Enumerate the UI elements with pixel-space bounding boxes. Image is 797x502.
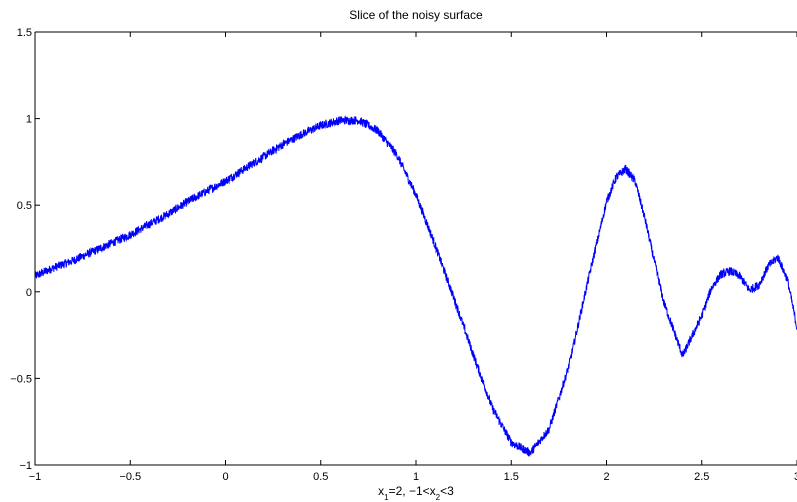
chart-title: Slice of the noisy surface: [349, 8, 483, 22]
x-axis-label: x1=2, −1<x2<3: [378, 484, 454, 502]
y-tick-label: 1: [26, 114, 32, 126]
x-tick-label: 3: [794, 471, 797, 483]
x-tick-label: 1.5: [504, 471, 519, 483]
series-line: [34, 115, 797, 457]
x-tick-label: 2: [603, 471, 609, 483]
y-tick-label: 1.5: [17, 27, 32, 39]
x-tick-label: 0: [222, 471, 228, 483]
x-tick-label: 1: [413, 471, 419, 483]
plot-area: [34, 115, 797, 457]
x-tick-label: 0.5: [313, 471, 328, 483]
y-tick-label: −1: [19, 460, 32, 472]
x-tick-label: 2.5: [694, 471, 709, 483]
y-tick-label: −0.5: [10, 373, 32, 385]
x-tick-label: −0.5: [119, 471, 141, 483]
axes-frame: [34, 31, 797, 466]
y-tick-label: 0: [26, 287, 32, 299]
x-tick-label: −1: [29, 471, 42, 483]
axes: −1 −0.5 0 0.5 1 1.5 2 2.5 3 −1 −0.5 0 0.5 1 1.5: [10, 27, 797, 483]
y-tick-label: 0.5: [17, 200, 32, 212]
